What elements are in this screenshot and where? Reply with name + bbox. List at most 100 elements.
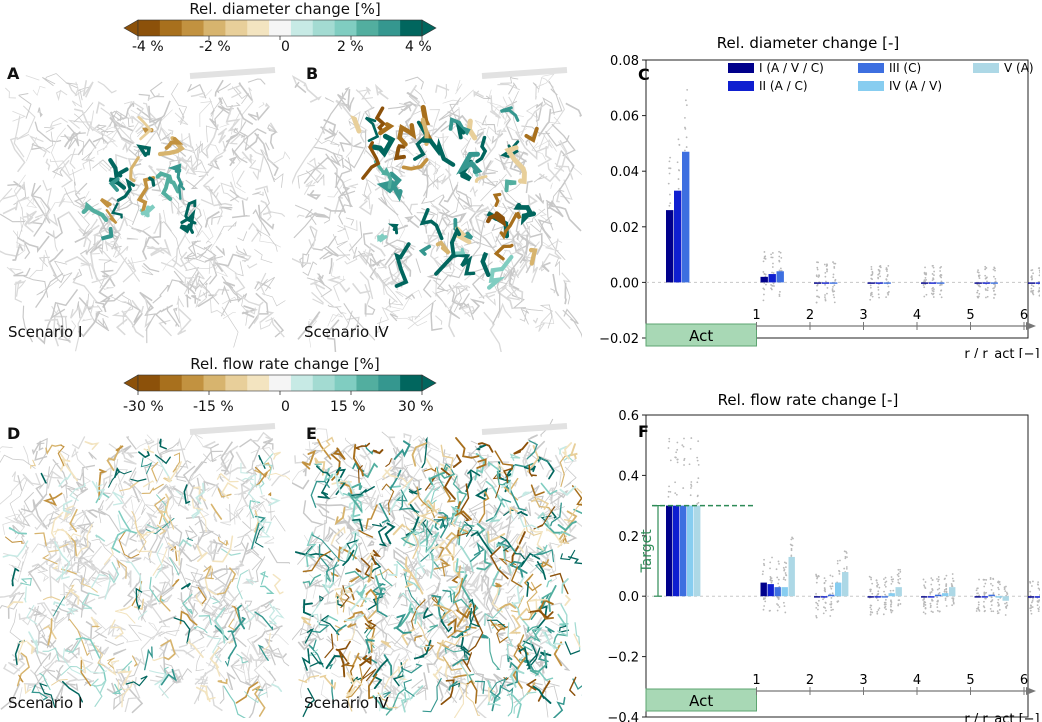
vessel-changed (195, 593, 204, 607)
vessel-segment (430, 194, 443, 225)
vessel-segment (565, 102, 582, 117)
act-box (645, 688, 757, 712)
data-point (992, 610, 995, 613)
vessel-segment (540, 418, 554, 437)
vessel-segment (23, 491, 35, 513)
vessel-segment (174, 460, 192, 479)
vessel-segment (166, 523, 183, 548)
vessel-segment (184, 278, 195, 287)
vessel-changed (110, 202, 123, 219)
data-point (931, 273, 934, 275)
vessel-changed (146, 524, 161, 530)
vessel-segment (160, 304, 174, 313)
vessel-changed (532, 627, 543, 641)
vessel-changed (164, 136, 184, 150)
vessel-changed (383, 654, 393, 677)
data-point (782, 601, 785, 604)
vessel-changed (181, 582, 191, 590)
vessel-segment (358, 129, 367, 143)
data-point (869, 590, 872, 593)
vessel-segment (525, 104, 538, 119)
bar-4-2 (935, 594, 942, 597)
data-point (683, 464, 685, 466)
vessel-changed (81, 592, 100, 609)
data-point (877, 583, 880, 586)
data-point (783, 568, 786, 571)
vessel-changed (92, 679, 107, 694)
vessel-changed (457, 565, 461, 578)
vessel-changed (115, 445, 124, 452)
data-point (933, 288, 935, 291)
data-point (869, 606, 872, 609)
data-point (978, 275, 980, 278)
vessel-segment (74, 108, 101, 132)
vessel-segment (393, 644, 411, 661)
data-point (890, 576, 893, 578)
vessel-segment (201, 440, 216, 450)
vessel-changed (109, 619, 124, 640)
vessel-segment (299, 253, 310, 269)
vessel-changed (348, 587, 355, 601)
vessel-changed (491, 684, 502, 712)
data-point (990, 610, 993, 613)
vessel-segment (382, 498, 397, 524)
data-point (790, 549, 793, 552)
data-point (878, 272, 881, 275)
bar-5-2 (988, 594, 995, 597)
vessel-segment (27, 566, 42, 592)
data-point (815, 616, 818, 619)
vessel-segment (438, 615, 455, 639)
vessel-segment (509, 256, 518, 276)
vessel-segment (23, 505, 26, 515)
vessel-changed (375, 690, 387, 712)
vessel-segment (65, 540, 70, 553)
data-point (950, 585, 953, 588)
data-point (937, 580, 940, 583)
data-point (929, 592, 932, 595)
vessel-changed (414, 635, 423, 642)
data-point (1037, 267, 1040, 270)
vessel-changed (155, 171, 181, 194)
vessel-segment (545, 199, 555, 208)
vessel-segment (80, 263, 111, 290)
vessel-changed (167, 542, 181, 566)
vessel-changed (444, 532, 461, 561)
vessel-changed (179, 610, 198, 626)
data-point (998, 608, 1001, 611)
vessel-segment (137, 514, 156, 542)
vessel-segment (34, 500, 60, 531)
data-point (778, 562, 780, 565)
vessel-segment (548, 554, 557, 575)
vessel-changed (337, 640, 351, 667)
vessel-segment (140, 503, 155, 516)
vessel-segment (48, 248, 64, 278)
vessel-changed (536, 547, 549, 555)
vessel-changed (408, 603, 415, 614)
data-point (882, 613, 885, 616)
vessel-segment (370, 252, 382, 267)
vessel-segment (125, 436, 137, 450)
vessel-segment (483, 311, 502, 352)
vessel-segment (243, 669, 257, 681)
vessel-segment (80, 513, 95, 559)
data-point (1037, 587, 1040, 590)
vessel-segment (192, 252, 217, 263)
vessel-segment (426, 617, 446, 630)
vessel-changed (447, 586, 457, 598)
vessel-segment (63, 124, 81, 142)
vessel-segment (538, 238, 562, 271)
vessel-segment (463, 204, 489, 234)
data-point (983, 585, 986, 588)
vessel-changed (116, 177, 136, 202)
vessel-segment (270, 470, 290, 487)
data-point (1004, 590, 1007, 593)
vessel-segment (184, 525, 198, 541)
vessel-segment (317, 275, 326, 286)
vessel-segment (215, 565, 228, 581)
data-point (696, 481, 699, 484)
vessel-segment (414, 88, 426, 105)
vessel-segment (332, 233, 351, 261)
bar-0-3 (687, 505, 694, 597)
data-point (994, 277, 997, 280)
data-point (938, 610, 941, 613)
